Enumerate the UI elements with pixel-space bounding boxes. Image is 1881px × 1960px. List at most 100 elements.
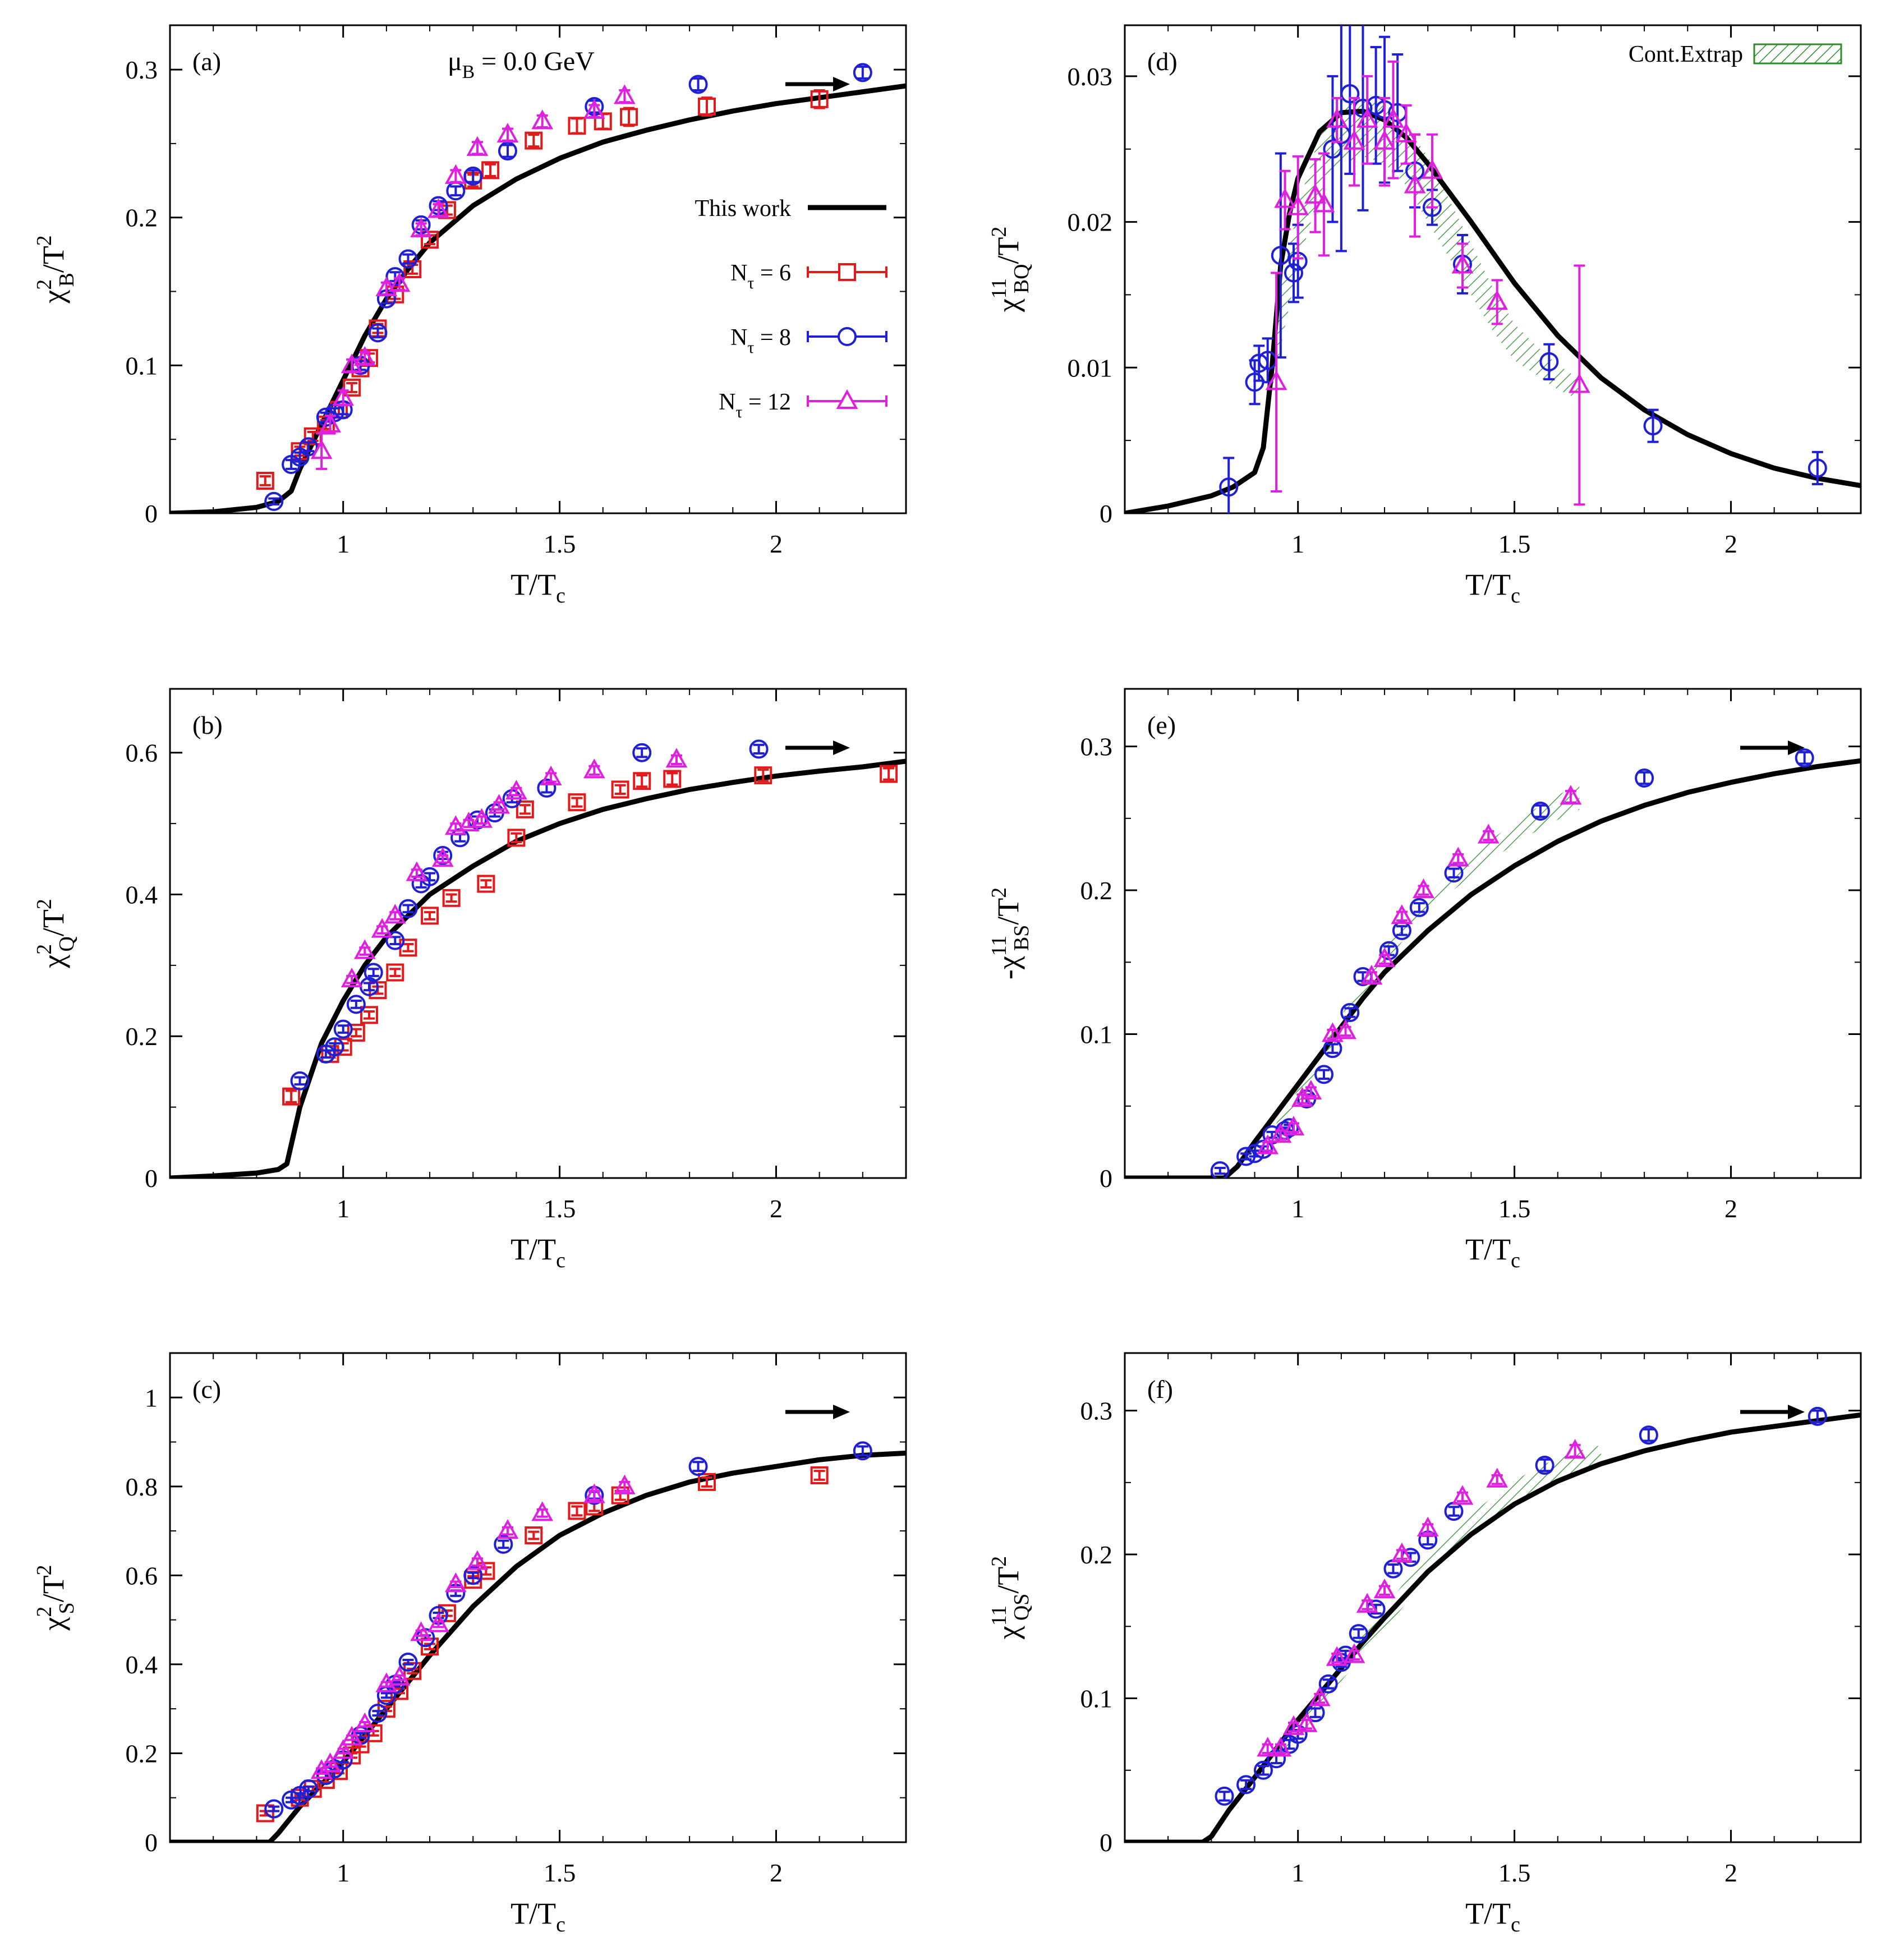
arrow-icon xyxy=(833,1405,850,1419)
x-axis-label: T/Tc xyxy=(511,1232,565,1272)
data-point-triangle xyxy=(1421,159,1443,179)
data-point-circle xyxy=(385,267,405,287)
series-circle xyxy=(290,739,769,1091)
data-point-triangle xyxy=(1335,1019,1356,1039)
y-axis-label: χ2B/T2 xyxy=(33,235,79,303)
data-point-circle xyxy=(1808,458,1827,478)
series-triangle xyxy=(1265,60,1590,506)
data-point-triangle xyxy=(353,346,376,366)
y-tick-label: 0.4 xyxy=(126,1650,158,1679)
data-point-triangle xyxy=(388,1665,411,1686)
legend-hatch-swatch xyxy=(1753,43,1842,65)
x-tick-label: 1.5 xyxy=(1498,1858,1531,1887)
data-point-circle xyxy=(1409,898,1429,917)
y-tick-label: 0.3 xyxy=(1080,733,1113,761)
data-point-circle xyxy=(1340,1003,1360,1023)
this-work-curve xyxy=(170,758,906,1178)
data-point-triangle xyxy=(613,84,636,104)
data-point-triangle xyxy=(388,272,411,292)
x-tick-label: 1 xyxy=(1291,530,1304,558)
panel-b: 0 0.2 0.4 0.6 1 1.5 2 T/Tc χ2Q/T2 (b) xyxy=(33,688,907,1272)
x-tick-label: 1.5 xyxy=(544,1194,576,1223)
data-point-triangle xyxy=(1356,1593,1378,1613)
plot-frame xyxy=(1124,688,1862,1179)
x-axis-label: T/Tc xyxy=(511,568,565,608)
y-axis-label-group: -χ11BS/T2 xyxy=(987,887,1033,979)
data-point-triangle xyxy=(458,811,480,832)
data-point-circle xyxy=(853,63,872,82)
x-tick-label: 2 xyxy=(770,1194,783,1223)
data-point-triangle xyxy=(341,1726,363,1746)
legend-circle xyxy=(838,327,857,346)
data-point-triangle xyxy=(1322,1022,1344,1042)
data-point-triangle xyxy=(1564,1439,1586,1459)
data-point-triangle xyxy=(1257,1134,1279,1154)
plot-frame xyxy=(1124,1352,1862,1843)
series-triangle xyxy=(1257,1439,1586,1757)
data-point-circle xyxy=(325,1037,344,1057)
data-point-triangle xyxy=(1270,1737,1292,1757)
panel-label: (f) xyxy=(1147,1375,1173,1404)
plot-frame xyxy=(169,1352,907,1843)
panel-d: 0 0.01 0.02 0.03 1 1.5 2 T/Tc χ11BQ/T2 (d) Cont.Ex… xyxy=(987,24,1862,608)
data-point-circle xyxy=(398,1652,418,1672)
data-point-triangle xyxy=(444,1572,467,1593)
plot-area xyxy=(1125,25,1861,513)
data-point-triangle xyxy=(375,277,398,297)
data-point-square xyxy=(611,1486,629,1504)
data-point-circle xyxy=(632,743,652,762)
y-tick-label: 0.6 xyxy=(126,739,158,767)
data-point-triangle xyxy=(1360,964,1383,984)
data-point-circle xyxy=(290,1071,310,1091)
data-point-triangle xyxy=(431,847,454,867)
data-point-triangle xyxy=(1295,1712,1318,1732)
y-axis-label: χ2S/T2 xyxy=(33,1565,79,1631)
y-tick-label: 0.01 xyxy=(1068,353,1113,382)
plot-area xyxy=(170,63,906,513)
data-point-square xyxy=(633,772,651,790)
data-point-triangle xyxy=(384,904,406,924)
panel-c: 0 0.2 0.4 0.6 0.8 1 1 1.5 2 T/Tc χ2S/T2 (c) xyxy=(33,1352,907,1936)
data-point-square xyxy=(525,1526,543,1545)
y-tick-label: 0 xyxy=(1100,1828,1112,1857)
data-point-circle xyxy=(433,845,453,865)
x-tick-label: 2 xyxy=(770,1858,783,1887)
data-point-triangle xyxy=(371,918,393,938)
x-tick-label: 1 xyxy=(337,1858,349,1887)
cont-extrap-band xyxy=(1276,784,1580,1138)
y-axis-label: -χ11BS/T2 xyxy=(987,887,1033,979)
x-tick-label: 2 xyxy=(1724,1858,1737,1887)
data-point-circle xyxy=(494,1534,513,1554)
data-point-square xyxy=(360,1006,379,1024)
data-point-triangle xyxy=(496,122,519,143)
data-point-triangle xyxy=(1308,1686,1331,1706)
data-point-triangle xyxy=(1560,785,1582,805)
data-point-triangle xyxy=(1356,108,1378,128)
data-point-triangle xyxy=(310,1759,333,1779)
data-point-triangle xyxy=(466,1550,489,1570)
data-point-triangle xyxy=(1417,1516,1439,1536)
data-point-triangle xyxy=(1313,192,1335,213)
y-tick-label: 0 xyxy=(145,1164,158,1193)
arrow-icon xyxy=(1788,1405,1805,1419)
x-tick-label: 1.5 xyxy=(544,530,576,558)
data-point-circle xyxy=(368,323,388,343)
plot-frame xyxy=(1124,24,1862,514)
data-point-circle xyxy=(298,437,318,457)
data-point-triangle xyxy=(1257,1737,1279,1757)
data-point-square xyxy=(568,117,586,135)
data-point-triangle xyxy=(466,136,489,156)
data-point-triangle xyxy=(1326,1646,1348,1666)
data-point-triangle xyxy=(1486,1467,1509,1488)
series-square xyxy=(256,89,829,490)
panel-label: (b) xyxy=(192,711,223,739)
data-point-square xyxy=(697,1473,716,1491)
data-point-circle xyxy=(346,995,366,1014)
data-point-triangle xyxy=(1451,1485,1474,1505)
data-point-triangle xyxy=(531,109,554,130)
data-point-triangle xyxy=(310,439,333,459)
this-work-curve xyxy=(1125,758,1861,1178)
y-axis-label-group: χ2B/T2 xyxy=(33,235,79,303)
data-point-triangle xyxy=(427,198,449,218)
